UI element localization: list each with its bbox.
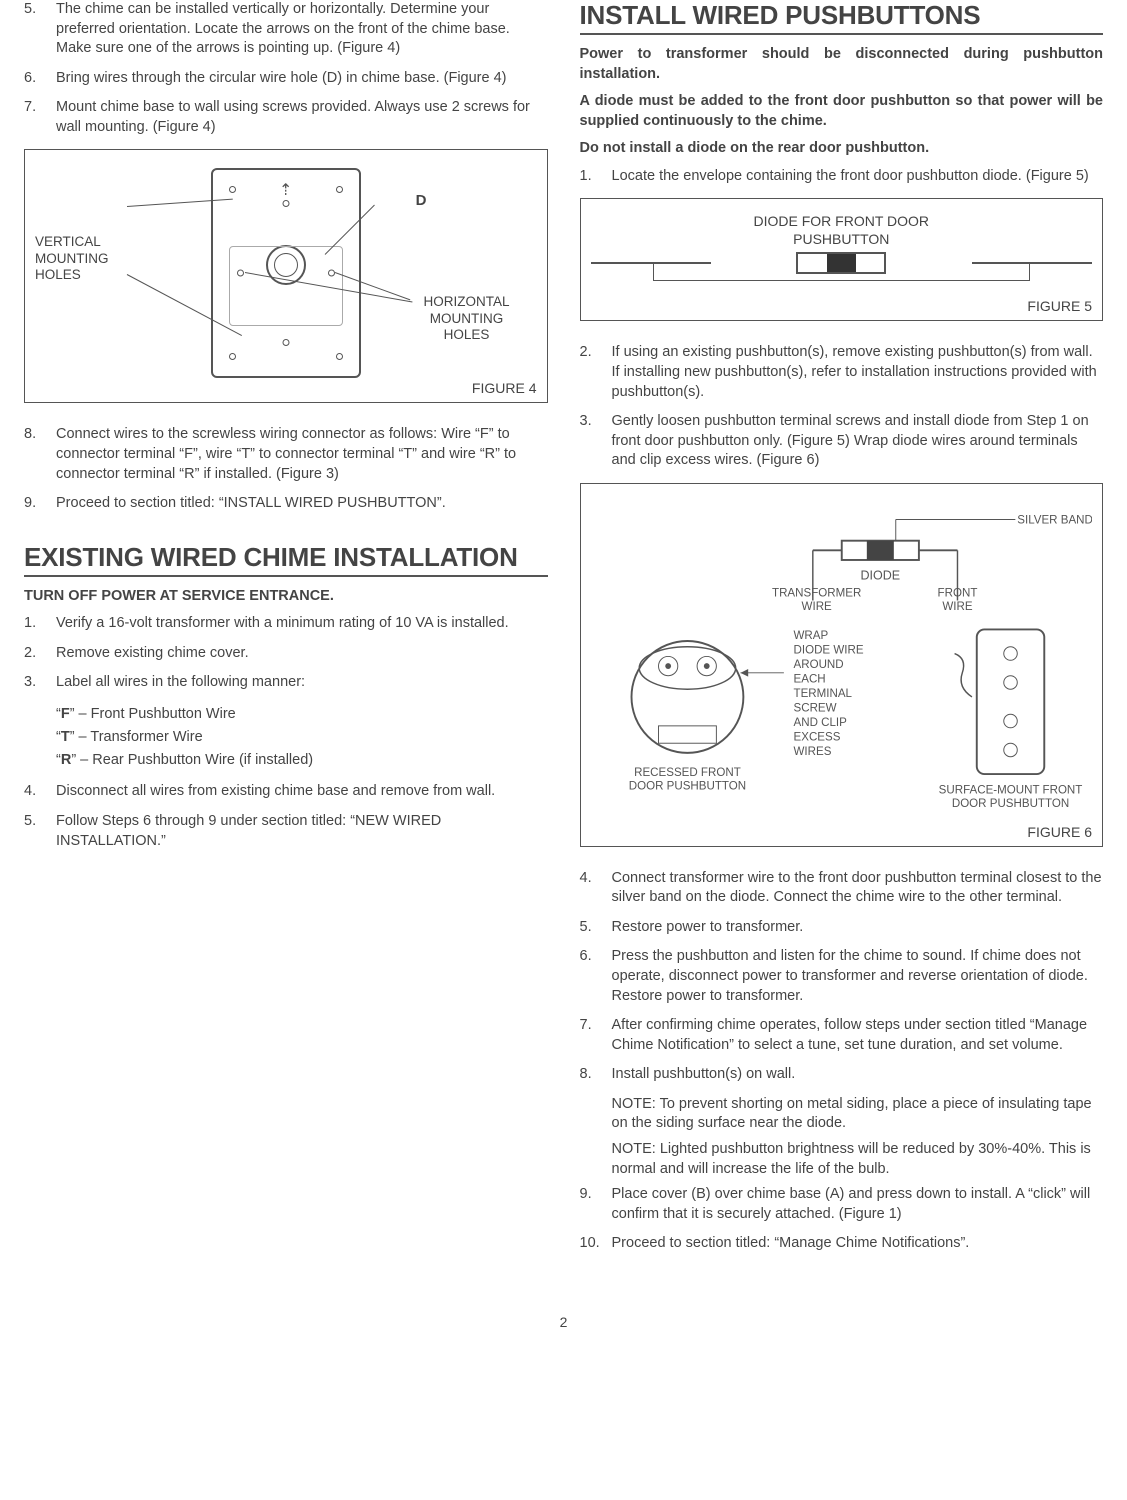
right-list-1: 1.Locate the envelope containing the fro… [580, 167, 1104, 187]
d-label: D [416, 192, 427, 209]
svg-text:EACH: EACH [793, 673, 825, 685]
figure-6-box: DIODE SILVER BAND TRANSFORMER WIRE FRONT… [580, 483, 1104, 847]
svg-text:DIODE WIRE: DIODE WIRE [793, 644, 863, 656]
horizontal-holes-label: HORIZONTALMOUNTINGHOLES [407, 294, 527, 343]
svg-text:SCREW: SCREW [793, 702, 836, 714]
svg-text:EXCESS: EXCESS [793, 731, 840, 743]
page-number: 2 [0, 1304, 1127, 1350]
list-item: 9.Place cover (B) over chime base (A) an… [580, 1185, 1104, 1224]
wire-def: “R” – Rear Pushbutton Wire (if installed… [56, 749, 548, 772]
list-item: 5.The chime can be installed vertically … [24, 0, 548, 59]
page: 5.The chime can be installed vertically … [0, 0, 1127, 1304]
svg-text:TRANSFORMER: TRANSFORMER [772, 587, 861, 599]
svg-text:FRONT: FRONT [937, 587, 977, 599]
diode-icon [796, 252, 886, 274]
list-item: 7.After confirming chime operates, follo… [580, 1016, 1104, 1055]
svg-text:TERMINAL: TERMINAL [793, 688, 852, 700]
list-item: 2.Remove existing chime cover. [24, 644, 548, 664]
figure-6-caption: FIGURE 6 [1027, 824, 1092, 840]
list-item: 3.Gently loosen pushbutton terminal scre… [580, 412, 1104, 471]
svg-text:WRAP: WRAP [793, 630, 828, 642]
mid-ol: 8.Connect wires to the screwless wiring … [24, 425, 548, 513]
svg-text:SURFACE-MOUNT FRONT: SURFACE-MOUNT FRONT [938, 784, 1082, 796]
right-list-3: 4.Connect transformer wire to the front … [580, 869, 1104, 1085]
fig5-title: DIODE FOR FRONT DOORPUSHBUTTON [591, 213, 1093, 248]
list-item: 9.Proceed to section titled: “INSTALL WI… [24, 494, 548, 514]
list-item: 1.Verify a 16-volt transformer with a mi… [24, 614, 548, 634]
figure-5-caption: FIGURE 5 [1027, 298, 1092, 314]
list-item: 8.Install pushbutton(s) on wall. [580, 1065, 1104, 1085]
list-item: 1.Locate the envelope containing the fro… [580, 167, 1104, 187]
note-1: NOTE: To prevent shorting on metal sidin… [612, 1095, 1104, 1134]
wire-def: “T” – Transformer Wire [56, 726, 548, 749]
wire-def: “F” – Front Pushbutton Wire [56, 703, 548, 726]
list-item: 2.If using an existing pushbutton(s), re… [580, 343, 1104, 402]
right-column: INSTALL WIRED PUSHBUTTONS Power to trans… [580, 0, 1104, 1264]
list-item: 5.Restore power to transformer. [580, 918, 1104, 938]
top-ol: 5.The chime can be installed vertically … [24, 0, 548, 137]
svg-text:DIODE: DIODE [860, 568, 900, 582]
list-item: 6.Bring wires through the circular wire … [24, 69, 548, 89]
note-2: NOTE: Lighted pushbutton brightness will… [612, 1140, 1104, 1179]
vertical-holes-label: VERTICALMOUNTINGHOLES [35, 234, 155, 283]
list-item: 8.Connect wires to the screwless wiring … [24, 425, 548, 484]
svg-text:SILVER BAND: SILVER BAND [1017, 514, 1092, 526]
svg-text:RECESSED FRONT: RECESSED FRONT [634, 767, 741, 779]
existing-install-heading: EXISTING WIRED CHIME INSTALLATION [24, 542, 548, 577]
list-item: 3.Label all wires in the following manne… [24, 673, 548, 693]
figure-4-caption: FIGURE 4 [472, 380, 537, 396]
diode-required-note: A diode must be added to the front door … [580, 92, 1104, 131]
list-item: 6.Press the pushbutton and listen for th… [580, 947, 1104, 1006]
up-arrow-icon: ⇡ [279, 180, 292, 200]
install-pushbuttons-heading: INSTALL WIRED PUSHBUTTONS [580, 0, 1104, 35]
list-item: 4.Disconnect all wires from existing chi… [24, 782, 548, 802]
figure-6-svg: DIODE SILVER BAND TRANSFORMER WIRE FRONT… [591, 498, 1093, 838]
right-list-2: 2.If using an existing pushbutton(s), re… [580, 343, 1104, 470]
svg-text:AROUND: AROUND [793, 659, 843, 671]
power-warning: TURN OFF POWER AT SERVICE ENTRANCE. [24, 587, 548, 607]
right-list-4: 9.Place cover (B) over chime base (A) an… [580, 1185, 1104, 1254]
svg-text:WIRES: WIRES [793, 746, 831, 758]
svg-text:WIRE: WIRE [942, 601, 972, 613]
list-item: 7.Mount chime base to wall using screws … [24, 98, 548, 137]
power-disconnect-note: Power to transformer should be disconnec… [580, 45, 1104, 84]
list2: 1.Verify a 16-volt transformer with a mi… [24, 614, 548, 693]
svg-text:WIRE: WIRE [801, 601, 831, 613]
figure-4-box: ⇡ VERTICALMOUNTINGHOLES [24, 149, 548, 403]
svg-text:DOOR PUSHBUTTON: DOOR PUSHBUTTON [951, 798, 1068, 810]
list3: 4.Disconnect all wires from existing chi… [24, 782, 548, 851]
figure-5-box: DIODE FOR FRONT DOORPUSHBUTTON FIGURE 5 [580, 198, 1104, 321]
no-rear-diode-note: Do not install a diode on the rear door … [580, 139, 1104, 159]
list-item: 4.Connect transformer wire to the front … [580, 869, 1104, 908]
left-column: 5.The chime can be installed vertically … [24, 0, 548, 1264]
svg-text:AND CLIP: AND CLIP [793, 717, 847, 729]
list-item: 10.Proceed to section titled: “Manage Ch… [580, 1234, 1104, 1254]
wire-definitions: “F” – Front Pushbutton Wire“T” – Transfo… [56, 703, 548, 773]
list-item: 5.Follow Steps 6 through 9 under section… [24, 812, 548, 851]
svg-text:DOOR PUSHBUTTON: DOOR PUSHBUTTON [628, 780, 745, 792]
